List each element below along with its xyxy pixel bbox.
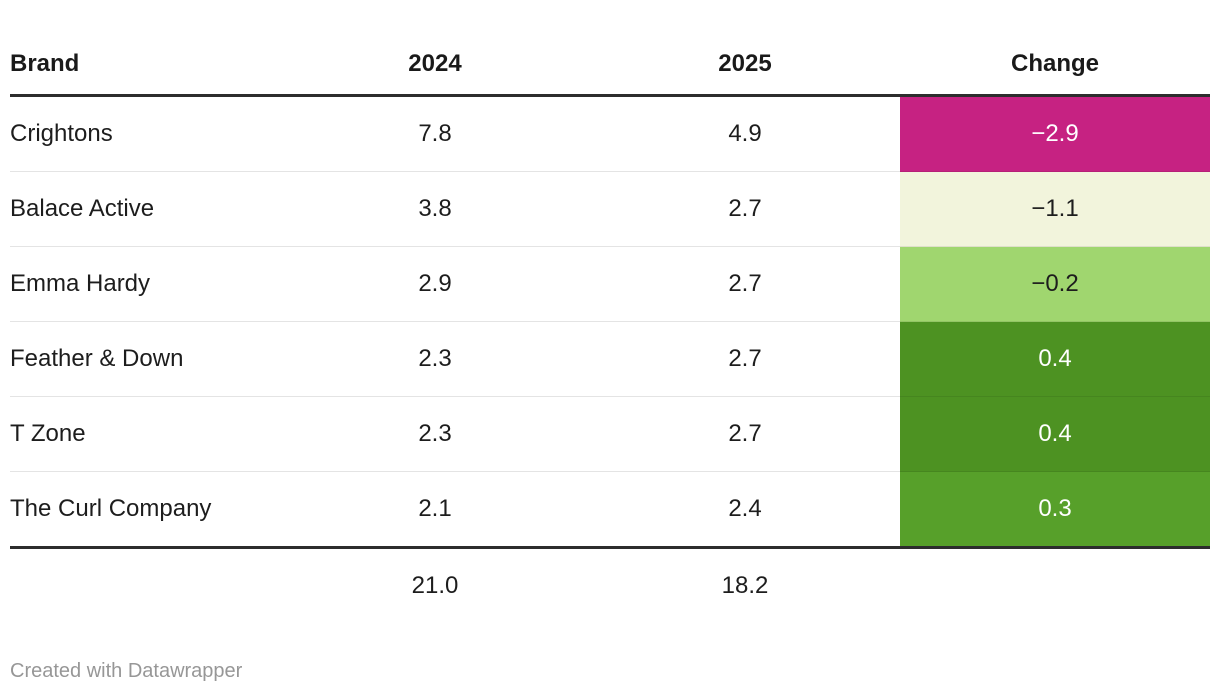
header-row: Brand 2024 2025 Change [10,40,1210,97]
table-row: Balace Active 3.8 2.7 −1.1 [10,171,1210,247]
table-row: T Zone 2.3 2.7 0.4 [10,396,1210,472]
table-row: Crightons 7.8 4.9 −2.9 [10,95,1210,172]
totals-empty-cell [900,547,1210,623]
value-2024-cell: 2.1 [280,471,590,549]
value-2025-cell: 2.7 [590,246,900,322]
header-2025: 2025 [590,40,900,97]
brand-cell: Crightons [10,95,280,172]
change-cell: −0.2 [900,246,1210,322]
value-2025-cell: 2.7 [590,396,900,472]
brand-cell: Emma Hardy [10,246,280,322]
header-change: Change [900,40,1210,97]
totals-row: 21.0 18.2 [10,547,1210,623]
value-2024-cell: 3.8 [280,171,590,247]
change-cell: −1.1 [900,171,1210,247]
value-2025-cell: 4.9 [590,95,900,172]
table-row: Feather & Down 2.3 2.7 0.4 [10,321,1210,397]
table-row: The Curl Company 2.1 2.4 0.3 [10,471,1210,549]
brand-comparison-table: Brand 2024 2025 Change Crightons 7.8 4.9… [10,40,1210,623]
brand-cell: The Curl Company [10,471,280,549]
value-2025-cell: 2.7 [590,321,900,397]
value-2024-cell: 2.9 [280,246,590,322]
total-2024-cell: 21.0 [280,547,590,623]
value-2024-cell: 2.3 [280,396,590,472]
table-row: Emma Hardy 2.9 2.7 −0.2 [10,246,1210,322]
value-2025-cell: 2.4 [590,471,900,549]
change-cell: 0.4 [900,321,1210,397]
datawrapper-credit: Created with Datawrapper [10,660,243,682]
value-2024-cell: 7.8 [280,95,590,172]
total-2025-cell: 18.2 [590,547,900,623]
value-2025-cell: 2.7 [590,171,900,247]
totals-empty-cell [10,547,280,623]
header-brand: Brand [10,40,280,97]
brand-cell: Feather & Down [10,321,280,397]
brand-cell: T Zone [10,396,280,472]
value-2024-cell: 2.3 [280,321,590,397]
change-cell: 0.3 [900,471,1210,549]
brand-cell: Balace Active [10,171,280,247]
change-cell: −2.9 [900,95,1210,172]
table-container: Brand 2024 2025 Change Crightons 7.8 4.9… [10,40,1210,623]
header-2024: 2024 [280,40,590,97]
change-cell: 0.4 [900,396,1210,472]
